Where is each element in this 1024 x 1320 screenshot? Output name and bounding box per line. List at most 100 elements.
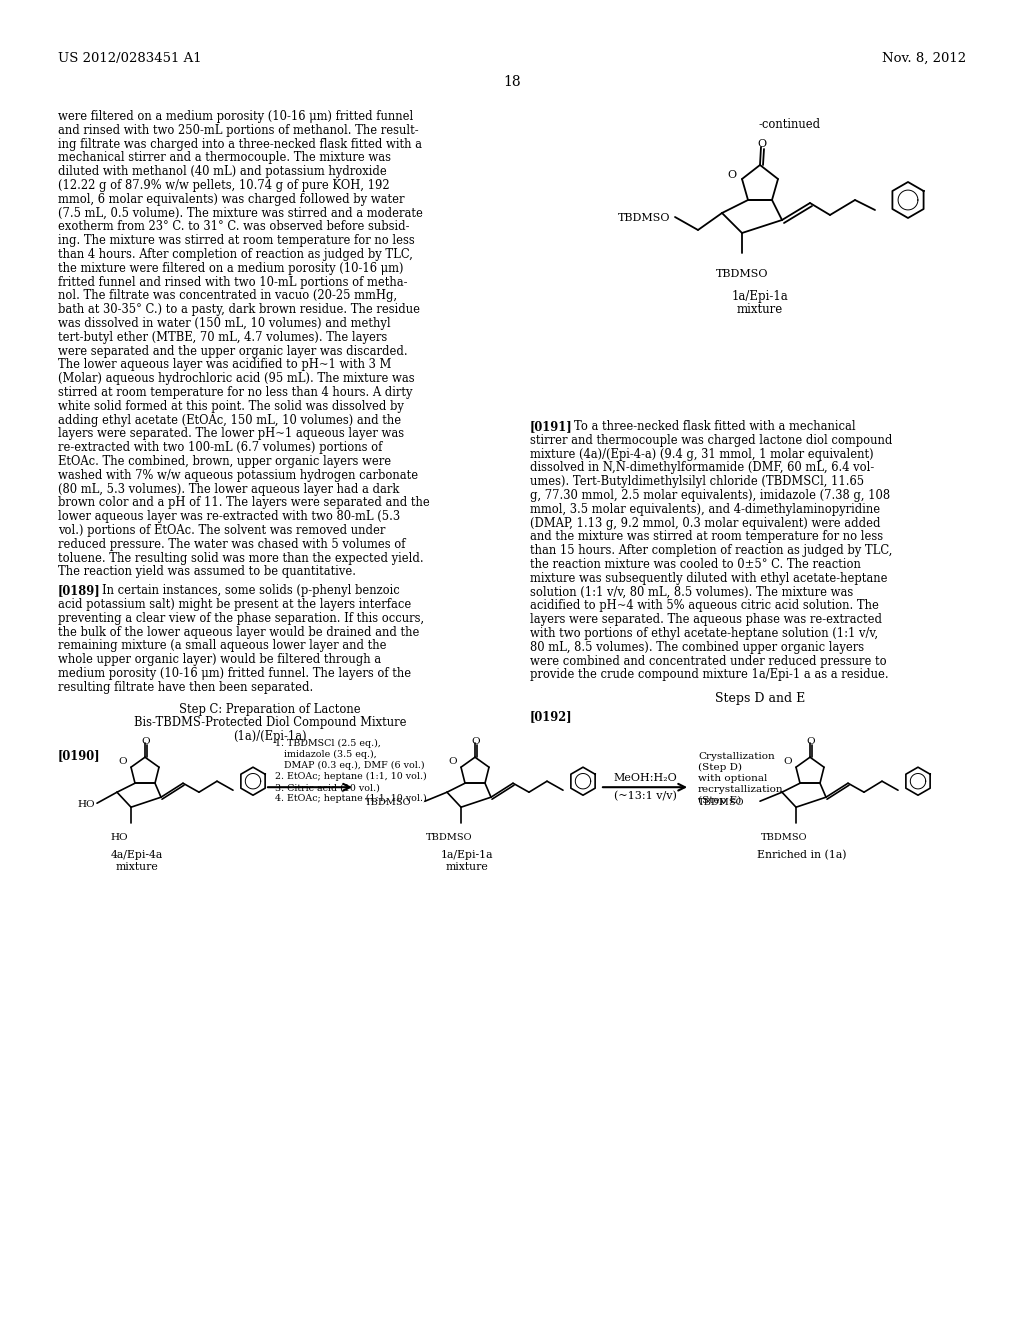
Text: MeOH:H₂O: MeOH:H₂O <box>613 774 677 783</box>
Text: (~13:1 v/v): (~13:1 v/v) <box>613 791 677 801</box>
Text: g, 77.30 mmol, 2.5 molar equivalents), imidazole (7.38 g, 108: g, 77.30 mmol, 2.5 molar equivalents), i… <box>530 488 890 502</box>
Text: the mixture were filtered on a medium porosity (10-16 μm): the mixture were filtered on a medium po… <box>58 261 403 275</box>
Text: -continued: -continued <box>759 117 821 131</box>
Text: 1. TBDMSCl (2.5 eq.),: 1. TBDMSCl (2.5 eq.), <box>275 739 381 748</box>
Text: with optional: with optional <box>698 775 767 783</box>
Text: (Step E): (Step E) <box>698 796 741 805</box>
Text: (DMAP, 1.13 g, 9.2 mmol, 0.3 molar equivalent) were added: (DMAP, 1.13 g, 9.2 mmol, 0.3 molar equiv… <box>530 516 881 529</box>
Text: [0189]: [0189] <box>58 585 100 597</box>
Text: Crystallization: Crystallization <box>698 752 775 762</box>
Text: HO: HO <box>77 800 94 809</box>
Text: mixture was subsequently diluted with ethyl acetate-heptane: mixture was subsequently diluted with et… <box>530 572 888 585</box>
Text: stirred at room temperature for no less than 4 hours. A dirty: stirred at room temperature for no less … <box>58 385 413 399</box>
Text: with two portions of ethyl acetate-heptane solution (1:1 v/v,: with two portions of ethyl acetate-hepta… <box>530 627 879 640</box>
Text: (Molar) aqueous hydrochloric acid (95 mL). The mixture was: (Molar) aqueous hydrochloric acid (95 mL… <box>58 372 415 385</box>
Text: mmol, 3.5 molar equivalents), and 4-dimethylaminopyridine: mmol, 3.5 molar equivalents), and 4-dime… <box>530 503 880 516</box>
Text: The lower aqueous layer was acidified to pH~1 with 3 M: The lower aqueous layer was acidified to… <box>58 359 391 371</box>
Text: ing filtrate was charged into a three-necked flask fitted with a: ing filtrate was charged into a three-ne… <box>58 137 422 150</box>
Text: dissolved in N,N-dimethylformamide (DMF, 60 mL, 6.4 vol-: dissolved in N,N-dimethylformamide (DMF,… <box>530 462 874 474</box>
Text: was dissolved in water (150 mL, 10 volumes) and methyl: was dissolved in water (150 mL, 10 volum… <box>58 317 390 330</box>
Text: the bulk of the lower aqueous layer would be drained and the: the bulk of the lower aqueous layer woul… <box>58 626 420 639</box>
Text: [0191]: [0191] <box>530 420 572 433</box>
Text: lower aqueous layer was re-extracted with two 80-mL (5.3: lower aqueous layer was re-extracted wit… <box>58 511 400 523</box>
Text: 1a/Epi-1a: 1a/Epi-1a <box>731 290 788 304</box>
Text: Nov. 8, 2012: Nov. 8, 2012 <box>882 51 966 65</box>
Text: DMAP (0.3 eq.), DMF (6 vol.): DMAP (0.3 eq.), DMF (6 vol.) <box>275 762 425 771</box>
Text: fritted funnel and rinsed with two 10-mL portions of metha-: fritted funnel and rinsed with two 10-mL… <box>58 276 408 289</box>
Text: Steps D and E: Steps D and E <box>715 692 805 705</box>
Text: O: O <box>141 737 151 746</box>
Text: white solid formed at this point. The solid was dissolved by: white solid formed at this point. The so… <box>58 400 403 413</box>
Text: mechanical stirrer and a thermocouple. The mixture was: mechanical stirrer and a thermocouple. T… <box>58 152 391 165</box>
Text: In certain instances, some solids (p-phenyl benzoic: In certain instances, some solids (p-phe… <box>102 585 399 597</box>
Text: recrystallization: recrystallization <box>698 785 783 795</box>
Text: (12.22 g of 87.9% w/w pellets, 10.74 g of pure KOH, 192: (12.22 g of 87.9% w/w pellets, 10.74 g o… <box>58 180 389 191</box>
Text: umes). Tert-Butyldimethylsilyl chloride (TBDMSCl, 11.65: umes). Tert-Butyldimethylsilyl chloride … <box>530 475 864 488</box>
Text: re-extracted with two 100-mL (6.7 volumes) portions of: re-extracted with two 100-mL (6.7 volume… <box>58 441 382 454</box>
Text: vol.) portions of EtOAc. The solvent was removed under: vol.) portions of EtOAc. The solvent was… <box>58 524 385 537</box>
Text: than 15 hours. After completion of reaction as judged by TLC,: than 15 hours. After completion of react… <box>530 544 892 557</box>
Text: 1a/Epi-1a: 1a/Epi-1a <box>440 850 494 861</box>
Text: 2. EtOAc; heptane (1:1, 10 vol.): 2. EtOAc; heptane (1:1, 10 vol.) <box>275 772 427 781</box>
Text: and rinsed with two 250-mL portions of methanol. The result-: and rinsed with two 250-mL portions of m… <box>58 124 419 137</box>
Text: TBDMSO: TBDMSO <box>618 213 671 223</box>
Text: 3. Citric acid (10 vol.): 3. Citric acid (10 vol.) <box>275 783 380 792</box>
Text: imidazole (3.5 eq.),: imidazole (3.5 eq.), <box>275 750 377 759</box>
Text: (80 mL, 5.3 volumes). The lower aqueous layer had a dark: (80 mL, 5.3 volumes). The lower aqueous … <box>58 483 399 495</box>
Text: mixture (4a)/(Epi-4-a) (9.4 g, 31 mmol, 1 molar equivalent): mixture (4a)/(Epi-4-a) (9.4 g, 31 mmol, … <box>530 447 873 461</box>
Text: adding ethyl acetate (EtOAc, 150 mL, 10 volumes) and the: adding ethyl acetate (EtOAc, 150 mL, 10 … <box>58 413 401 426</box>
Text: nol. The filtrate was concentrated in vacuo (20-25 mmHg,: nol. The filtrate was concentrated in va… <box>58 289 397 302</box>
Text: The reaction yield was assumed to be quantitative.: The reaction yield was assumed to be qua… <box>58 565 356 578</box>
Text: TBDMSO: TBDMSO <box>761 833 807 842</box>
Text: layers were separated. The aqueous phase was re-extracted: layers were separated. The aqueous phase… <box>530 614 882 626</box>
Text: Step C: Preparation of Lactone: Step C: Preparation of Lactone <box>179 702 360 715</box>
Text: US 2012/0283451 A1: US 2012/0283451 A1 <box>58 51 202 65</box>
Text: Enriched in (1a): Enriched in (1a) <box>758 850 847 861</box>
Text: mmol, 6 molar equivalents) was charged followed by water: mmol, 6 molar equivalents) was charged f… <box>58 193 404 206</box>
Text: O: O <box>727 170 736 180</box>
Text: mixture: mixture <box>737 304 783 315</box>
Text: resulting filtrate have then been separated.: resulting filtrate have then been separa… <box>58 681 313 694</box>
Text: HO: HO <box>111 833 128 842</box>
Text: O: O <box>119 758 127 766</box>
Text: TBDMSO: TBDMSO <box>426 833 472 842</box>
Text: were separated and the upper organic layer was discarded.: were separated and the upper organic lay… <box>58 345 408 358</box>
Text: were combined and concentrated under reduced pressure to: were combined and concentrated under red… <box>530 655 887 668</box>
Text: solution (1:1 v/v, 80 mL, 8.5 volumes). The mixture was: solution (1:1 v/v, 80 mL, 8.5 volumes). … <box>530 586 853 598</box>
Text: 4. EtOAc; heptane (1:1, 10 vol.): 4. EtOAc; heptane (1:1, 10 vol.) <box>275 795 427 804</box>
Text: O: O <box>783 758 793 766</box>
Text: O: O <box>758 139 767 149</box>
Text: acid potassium salt) might be present at the layers interface: acid potassium salt) might be present at… <box>58 598 412 611</box>
Text: [0190]: [0190] <box>58 748 100 762</box>
Text: (Step D): (Step D) <box>698 763 742 772</box>
Text: mixture: mixture <box>445 862 488 873</box>
Text: 18: 18 <box>503 75 521 88</box>
Text: ing. The mixture was stirred at room temperature for no less: ing. The mixture was stirred at room tem… <box>58 234 415 247</box>
Text: EtOAc. The combined, brown, upper organic layers were: EtOAc. The combined, brown, upper organi… <box>58 455 391 469</box>
Text: preventing a clear view of the phase separation. If this occurs,: preventing a clear view of the phase sep… <box>58 611 424 624</box>
Text: diluted with methanol (40 mL) and potassium hydroxide: diluted with methanol (40 mL) and potass… <box>58 165 387 178</box>
Text: O: O <box>472 737 480 746</box>
Text: (1a)/(Epi-1a): (1a)/(Epi-1a) <box>233 730 307 743</box>
Text: O: O <box>449 758 458 766</box>
Text: To a three-necked flask fitted with a mechanical: To a three-necked flask fitted with a me… <box>574 420 856 433</box>
Text: (7.5 mL, 0.5 volume). The mixture was stirred and a moderate: (7.5 mL, 0.5 volume). The mixture was st… <box>58 207 423 219</box>
Text: the reaction mixture was cooled to 0±5° C. The reaction: the reaction mixture was cooled to 0±5° … <box>530 558 861 572</box>
Text: acidified to pH~4 with 5% aqueous citric acid solution. The: acidified to pH~4 with 5% aqueous citric… <box>530 599 879 612</box>
Text: mixture: mixture <box>116 862 159 873</box>
Text: provide the crude compound mixture 1a/Epi-1 a as a residue.: provide the crude compound mixture 1a/Ep… <box>530 668 889 681</box>
Text: TBDMSO: TBDMSO <box>698 799 744 808</box>
Text: [0192]: [0192] <box>530 710 572 723</box>
Text: whole upper organic layer) would be filtered through a: whole upper organic layer) would be filt… <box>58 653 381 667</box>
Text: medium porosity (10-16 μm) fritted funnel. The layers of the: medium porosity (10-16 μm) fritted funne… <box>58 667 411 680</box>
Text: 4a/Epi-4a: 4a/Epi-4a <box>111 850 163 861</box>
Text: washed with 7% w/w aqueous potassium hydrogen carbonate: washed with 7% w/w aqueous potassium hyd… <box>58 469 418 482</box>
Text: and the mixture was stirred at room temperature for no less: and the mixture was stirred at room temp… <box>530 531 883 544</box>
Text: toluene. The resulting solid was more than the expected yield.: toluene. The resulting solid was more th… <box>58 552 424 565</box>
Text: Bis-TBDMS-Protected Diol Compound Mixture: Bis-TBDMS-Protected Diol Compound Mixtur… <box>134 717 407 730</box>
Text: O: O <box>807 737 815 746</box>
Text: brown color and a pH of 11. The layers were separated and the: brown color and a pH of 11. The layers w… <box>58 496 430 510</box>
Text: tert-butyl ether (MTBE, 70 mL, 4.7 volumes). The layers: tert-butyl ether (MTBE, 70 mL, 4.7 volum… <box>58 331 387 343</box>
Text: layers were separated. The lower pH~1 aqueous layer was: layers were separated. The lower pH~1 aq… <box>58 428 404 441</box>
Text: TBDMSO: TBDMSO <box>365 799 412 808</box>
